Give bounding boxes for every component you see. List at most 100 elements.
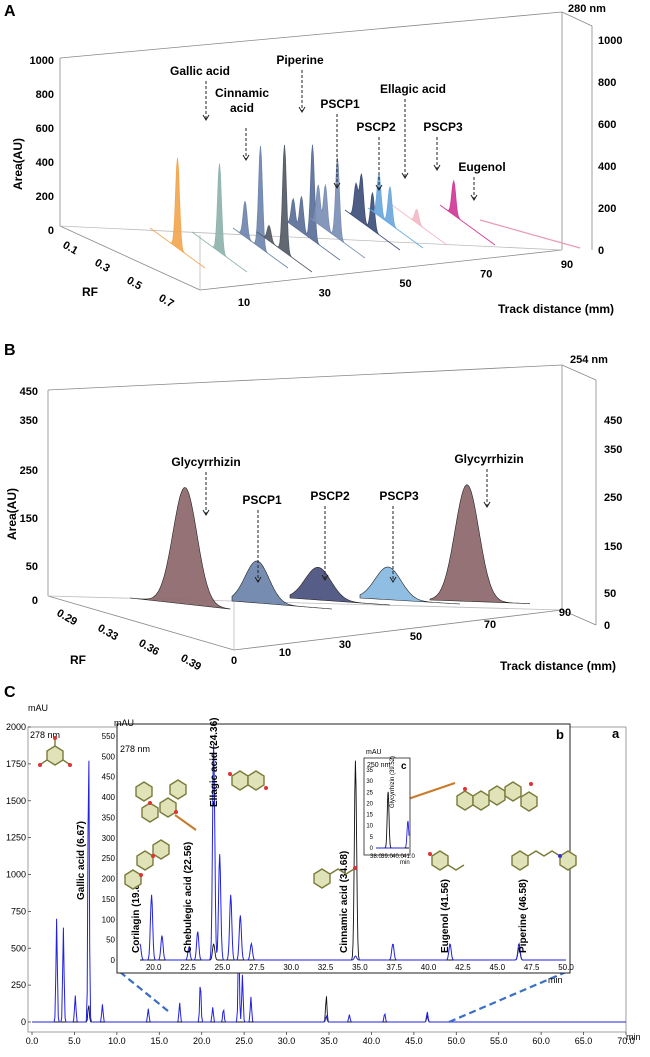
inset-c-wavelength: 250 nm [367, 762, 391, 769]
x-tick-label: 35.0 [320, 1036, 338, 1046]
rf-tick-label: 0.39 [179, 652, 204, 673]
x-tick-label: 41.0 [403, 854, 415, 860]
annotation-arrowhead [298, 106, 306, 113]
annotation-label: acid [230, 101, 254, 115]
panel-b-wavelength: 254 nm [570, 354, 608, 366]
panel-c-ylabel: mAU [28, 703, 48, 713]
right-y-tick-label: 450 [604, 415, 622, 427]
annotation-label: Chebulegic acid (22.56) [183, 842, 194, 953]
annotation-label: Cinnamic acid (34.68) [339, 851, 350, 953]
x-tick-label: 15.0 [151, 1036, 169, 1046]
eugenol-structure-icon [428, 850, 465, 871]
rf-tick-label: 0.5 [125, 275, 144, 293]
panel-c-corner-label: a [612, 726, 620, 741]
panel-c-xlabel: min [626, 1032, 641, 1042]
y-tick-label: 0 [111, 956, 116, 965]
annotation-arrowhead [254, 576, 262, 583]
right-y-tick-label: 800 [598, 77, 616, 89]
y-tick-label: 100 [102, 915, 116, 924]
panel-a-wavelength: 280 nm [568, 3, 606, 15]
panel-a-x-ticks: 10 30 50 70 90 [238, 259, 573, 309]
y-tick-label: 350 [20, 415, 38, 427]
annotation-label: Corilagin (19.84) [131, 875, 142, 953]
x-tick-label: 50 [399, 278, 411, 290]
x-tick-label: 20.0 [146, 963, 162, 972]
inset-b-annotations: Corilagin (19.84) Chebulegic acid (22.56)… [131, 718, 529, 954]
x-tick-label: 27.5 [249, 963, 265, 972]
y-tick-label: 1750 [6, 759, 26, 769]
y-tick-label: 1000 [30, 55, 54, 67]
annotation-label: Ellagic acid [380, 82, 446, 96]
x-tick-label: 37.5 [386, 963, 402, 972]
x-tick-label: 55.0 [490, 1036, 508, 1046]
x-tick-label: 5.0 [68, 1036, 81, 1046]
y-tick-label: 600 [36, 123, 54, 135]
panel-b-annotations: Glycyrrhizin PSCP1 PSCP2 PSCP3 Glycyrrhizin [171, 452, 524, 583]
trace-eugenol [439, 179, 496, 246]
panel-a-frame [59, 11, 593, 291]
x-tick-label: 25.0 [235, 1036, 253, 1046]
panel-a-right-ticks: 0 200 400 600 800 1000 [598, 35, 622, 257]
y-tick-label: 250 [11, 980, 26, 990]
panel-b-x-ticks: 0 10 30 50 70 90 [231, 607, 571, 667]
panel-a-traces [149, 144, 581, 273]
inset-b-traces [139, 744, 566, 961]
x-tick-label: 50 [410, 631, 422, 643]
inset-b-ylabel: mAU [114, 718, 134, 728]
rf-tick-label: 0.36 [137, 637, 162, 658]
panel-a-xlabel: Track distance (mm) [498, 302, 614, 316]
inset-c-ylabel: mAU [366, 749, 382, 756]
chebulegic-acid-structure-icon [124, 839, 170, 890]
panel-b-left-ticks: 0 50 150 250 350 450 [20, 386, 38, 607]
panel-b-frame [47, 364, 597, 651]
rf-tick-label: 0.7 [157, 292, 176, 310]
panel-label-b: B [4, 342, 16, 359]
panel-label-a: A [4, 3, 16, 20]
trace-pscp1-1 [231, 560, 333, 610]
annotation-arrowhead [375, 184, 383, 191]
x-tick-label: 40.0 [392, 854, 404, 860]
right-y-tick-label: 0 [598, 245, 604, 257]
rf-tick-label: 0.33 [96, 622, 121, 643]
ellagic-acid-structure-icon [228, 770, 268, 791]
trace-piperine [232, 145, 289, 269]
panel-c-x-ticks: 0.0 5.0 10.0 15.0 20.0 25.0 30.0 35.0 40.0 45.0 50… [26, 1032, 635, 1046]
panel-b-right-ticks: 0 50 150 250 350 450 [604, 415, 622, 632]
x-tick-label: 10.0 [108, 1036, 126, 1046]
inset-c-y-ticks: 0 5 10 15 20 25 30 35 [366, 768, 373, 852]
annotation-label: Glycyrrhizin [171, 455, 240, 469]
y-tick-label: 5 [370, 835, 374, 841]
x-tick-label: 50.0 [558, 963, 574, 972]
arrow-to-glycyrrhizin [404, 782, 456, 801]
annotation-arrowhead [470, 194, 478, 201]
right-y-tick-label: 1000 [598, 35, 622, 47]
y-tick-label: 500 [102, 752, 116, 761]
y-tick-label: 20 [366, 801, 373, 807]
rf-tick-label: 0.1 [61, 239, 80, 257]
y-tick-label: 0 [32, 595, 38, 607]
annotation-label: Ellagic acid (24.36) [209, 718, 220, 808]
x-tick-label: 30.0 [278, 1036, 296, 1046]
y-tick-label: 200 [102, 875, 116, 884]
inset-c-x-ticks: 38.0 39.0 40.0 41.0 [370, 854, 415, 860]
inset-c-traces [376, 791, 410, 849]
cinnamic-acid-structure-icon [313, 866, 357, 889]
right-y-tick-label: 600 [598, 119, 616, 131]
x-tick-label: 35.0 [352, 963, 368, 972]
y-tick-label: 550 [102, 732, 116, 741]
right-y-tick-label: 350 [604, 444, 622, 456]
y-tick-label: 400 [36, 157, 54, 169]
panel-b-rf-label: RF [70, 653, 86, 667]
molecule-structures [38, 736, 577, 890]
trace-pscp1 [284, 144, 341, 261]
trace-baseline-1 [367, 173, 424, 249]
x-tick-label: 20.0 [193, 1036, 211, 1046]
y-tick-label: 50 [106, 936, 115, 945]
x-tick-label: 22.5 [180, 963, 196, 972]
y-tick-label: 15 [366, 813, 373, 819]
trace-pscp2-2 [289, 566, 391, 606]
annotation-arrowhead [389, 576, 397, 583]
trace-piperine-std [256, 144, 313, 273]
